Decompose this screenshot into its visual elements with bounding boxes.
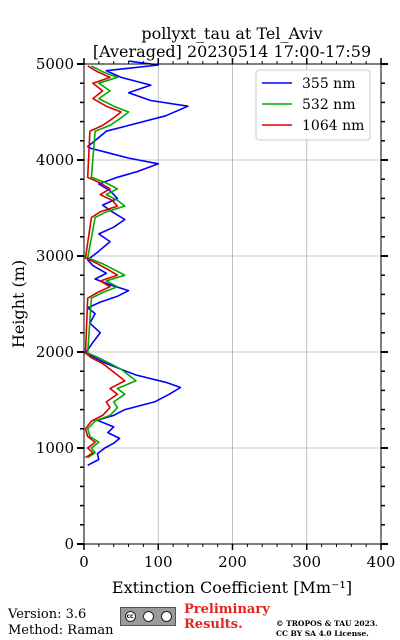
legend-label-1: 532 nm	[302, 97, 355, 113]
y-tick-label: 1000	[36, 439, 74, 457]
copyright-notice: © TROPOS & TAU 2023. CC BY SA 4.0 Licens…	[276, 619, 378, 639]
legend: 355 nm 532 nm 1064 nm	[255, 69, 371, 141]
version-text: Version: 3.6	[8, 607, 87, 622]
series-line-0	[84, 60, 189, 467]
copyright-line-1: © TROPOS & TAU 2023.	[276, 619, 378, 628]
y-tick-label: 5000	[36, 55, 74, 73]
legend-box	[255, 69, 371, 141]
series-line-2	[84, 65, 126, 459]
chart: pollyxt_tau at Tel_Aviv [Averaged] 20230…	[9, 24, 396, 597]
by-icon	[142, 611, 154, 622]
chart-subtitle: [Averaged] 20230514 17:00-17:59	[93, 42, 371, 61]
copyright-line-2: CC BY SA 4.0 License.	[276, 629, 369, 638]
legend-label-0: 355 nm	[302, 76, 355, 92]
y-tick-label: 4000	[36, 151, 74, 169]
y-tick-label: 3000	[36, 247, 74, 265]
sa-icon	[160, 611, 172, 622]
preliminary-line-2: Results.	[184, 617, 243, 632]
x-tick-label: 0	[79, 553, 89, 571]
legend-label-2: 1064 nm	[302, 118, 364, 134]
version-info: Version: 3.6 Method: Raman	[8, 607, 114, 639]
preliminary-notice: Preliminary Results.	[184, 602, 270, 632]
chart-title: pollyxt_tau at Tel_Aviv	[141, 24, 322, 43]
x-axis-label: Extinction Coefficient [Mm⁻¹]	[112, 578, 352, 597]
x-tick-label: 400	[367, 553, 396, 571]
y-tick-label: 0	[64, 535, 74, 553]
cc-license-badge: cc	[120, 607, 176, 626]
method-text: Method: Raman	[8, 623, 114, 638]
y-tick-label: 2000	[36, 343, 74, 361]
x-tick-label: 200	[218, 553, 247, 571]
series-lines	[84, 60, 189, 467]
y-axis-label: Height (m)	[9, 260, 28, 348]
x-tick-label: 300	[292, 553, 321, 571]
preliminary-line-1: Preliminary	[184, 602, 270, 617]
series-line-1	[86, 65, 137, 459]
x-tick-label: 100	[144, 553, 173, 571]
cc-icon: cc	[124, 611, 136, 622]
